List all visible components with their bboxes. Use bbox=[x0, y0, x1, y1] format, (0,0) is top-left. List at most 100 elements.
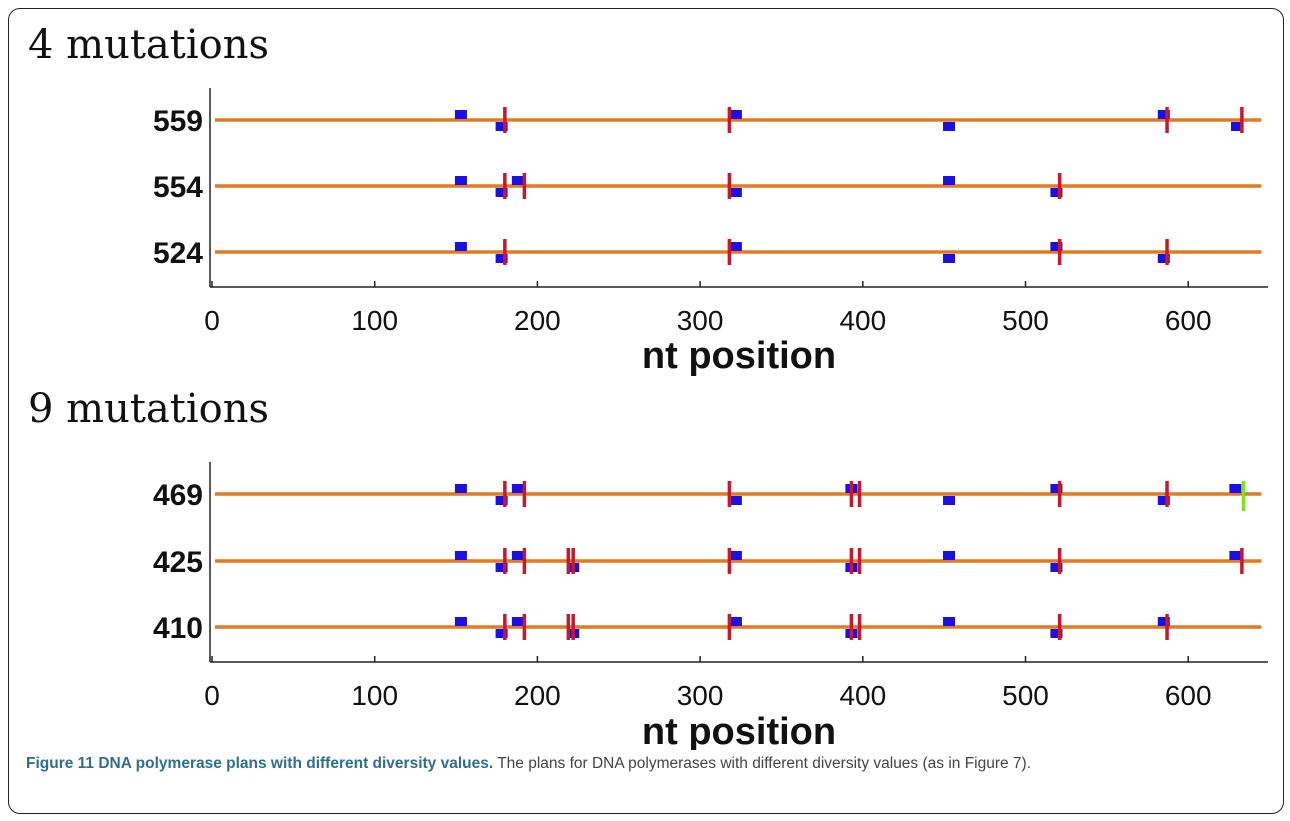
red-mutation-marker bbox=[571, 614, 575, 640]
blue-marker-upper bbox=[943, 617, 956, 626]
red-mutation-marker bbox=[1165, 239, 1169, 265]
blue-marker-lower bbox=[1231, 122, 1244, 131]
blue-marker-upper bbox=[943, 176, 956, 185]
red-mutation-marker bbox=[1165, 481, 1169, 507]
row-label: 524 bbox=[153, 237, 203, 270]
red-mutation-marker bbox=[849, 614, 854, 640]
x-tick-label: 200 bbox=[514, 305, 561, 336]
row-label: 559 bbox=[153, 105, 203, 138]
rows-group: 469 425 410 bbox=[153, 479, 1262, 645]
blue-marker-lower bbox=[1157, 496, 1170, 505]
panel-4-mutations: 4 mutations 559 554 524 0 100 200 300 400 500 60… bbox=[28, 22, 1268, 377]
sequence-row: 469 bbox=[153, 479, 1262, 512]
red-mutation-marker bbox=[522, 548, 527, 574]
blue-marker-upper bbox=[454, 484, 467, 493]
red-mutation-marker bbox=[566, 614, 571, 640]
blue-marker-lower bbox=[943, 496, 956, 505]
red-mutation-marker bbox=[1240, 107, 1244, 133]
x-tick-label: 300 bbox=[677, 305, 724, 336]
blue-marker-upper bbox=[454, 176, 467, 185]
blue-marker-upper bbox=[454, 617, 467, 626]
red-mutation-marker bbox=[503, 239, 507, 265]
blue-marker-upper bbox=[729, 242, 742, 251]
red-mutation-marker bbox=[1057, 614, 1062, 640]
red-mutation-marker bbox=[849, 548, 854, 574]
blue-marker-upper bbox=[1050, 484, 1063, 493]
x-tick-label: 500 bbox=[1002, 680, 1049, 711]
red-mutation-marker bbox=[857, 548, 862, 574]
red-mutation-marker bbox=[503, 173, 507, 199]
red-mutation-marker bbox=[1165, 107, 1169, 133]
red-mutation-marker bbox=[571, 548, 575, 574]
blue-marker-upper bbox=[1229, 484, 1242, 493]
red-mutation-marker bbox=[1057, 481, 1062, 507]
sequence-row: 524 bbox=[153, 237, 1262, 270]
blue-marker-upper bbox=[454, 110, 467, 119]
blue-marker-upper bbox=[454, 551, 467, 560]
blue-marker-upper bbox=[729, 110, 742, 119]
blue-marker-lower bbox=[1050, 563, 1063, 572]
blue-marker-lower bbox=[729, 188, 742, 197]
blue-marker-upper bbox=[511, 484, 524, 493]
caption-text: The plans for DNA polymerases with diffe… bbox=[493, 755, 1032, 772]
x-tick-label: 500 bbox=[1002, 305, 1049, 336]
red-mutation-marker bbox=[522, 614, 527, 640]
x-tick-label: 0 bbox=[204, 305, 220, 336]
row-label: 425 bbox=[153, 546, 203, 579]
row-label: 469 bbox=[153, 479, 203, 512]
red-mutation-marker bbox=[727, 173, 732, 199]
red-mutation-marker bbox=[566, 548, 571, 574]
blue-marker-lower bbox=[1157, 254, 1170, 263]
blue-marker-upper bbox=[1050, 242, 1063, 251]
x-tick-label: 100 bbox=[351, 305, 398, 336]
blue-marker-lower bbox=[495, 122, 508, 131]
x-tick-label: 100 bbox=[351, 680, 398, 711]
x-tick-label: 400 bbox=[839, 680, 886, 711]
blue-marker-upper bbox=[454, 242, 467, 251]
blue-marker-lower bbox=[495, 496, 508, 505]
blue-marker-upper bbox=[729, 617, 742, 626]
red-mutation-marker bbox=[849, 481, 854, 507]
ticks-group: 0 100 200 300 400 500 600 bbox=[204, 281, 1212, 336]
panel-title: 4 mutations bbox=[28, 22, 269, 68]
x-tick-label: 300 bbox=[677, 680, 724, 711]
red-mutation-marker bbox=[727, 548, 732, 574]
x-tick-label: 600 bbox=[1165, 305, 1212, 336]
sequence-row: 559 bbox=[153, 105, 1262, 138]
ticks-group: 0 100 200 300 400 500 600 bbox=[204, 656, 1212, 711]
red-mutation-marker bbox=[1057, 548, 1062, 574]
red-mutation-marker bbox=[1057, 173, 1062, 199]
red-mutation-marker bbox=[727, 239, 732, 265]
x-axis-title: nt position bbox=[642, 335, 836, 377]
blue-marker-upper bbox=[1157, 110, 1170, 119]
red-mutation-marker bbox=[727, 481, 732, 507]
sequence-row: 410 bbox=[153, 612, 1262, 645]
blue-marker-upper bbox=[943, 551, 956, 560]
red-mutation-marker bbox=[503, 548, 507, 574]
blue-marker-upper bbox=[1229, 551, 1242, 560]
blue-marker-upper bbox=[511, 617, 524, 626]
sequence-row: 425 bbox=[153, 546, 1262, 579]
blue-marker-lower bbox=[943, 122, 956, 131]
blue-marker-upper bbox=[729, 551, 742, 560]
red-mutation-marker bbox=[727, 107, 732, 133]
blue-marker-upper bbox=[1157, 617, 1170, 626]
blue-marker-lower bbox=[1050, 629, 1063, 638]
x-tick-label: 600 bbox=[1165, 680, 1212, 711]
red-mutation-marker bbox=[857, 481, 862, 507]
figure-frame bbox=[8, 8, 1284, 814]
panel-title: 9 mutations bbox=[28, 386, 269, 432]
red-mutation-marker bbox=[503, 107, 507, 133]
row-label: 410 bbox=[153, 612, 203, 645]
green-mutation-marker bbox=[1241, 481, 1246, 511]
x-tick-label: 200 bbox=[514, 680, 561, 711]
red-mutation-marker bbox=[1057, 239, 1062, 265]
blue-marker-upper bbox=[511, 176, 524, 185]
blue-marker-lower bbox=[495, 563, 508, 572]
figure-svg: 4 mutations 559 554 524 0 100 200 300 400 500 60… bbox=[28, 22, 1268, 750]
red-mutation-marker bbox=[857, 614, 862, 640]
red-mutation-marker bbox=[503, 481, 507, 507]
red-mutation-marker bbox=[503, 614, 507, 640]
caption-title: Figure 11 DNA polymerase plans with diff… bbox=[26, 755, 494, 772]
blue-marker-lower bbox=[943, 254, 956, 263]
